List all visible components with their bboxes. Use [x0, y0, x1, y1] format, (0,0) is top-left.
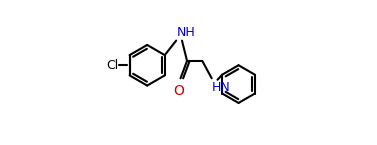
- Text: O: O: [174, 84, 184, 98]
- Text: Cl: Cl: [106, 59, 119, 72]
- Text: NH: NH: [177, 26, 196, 39]
- Text: HN: HN: [212, 81, 230, 94]
